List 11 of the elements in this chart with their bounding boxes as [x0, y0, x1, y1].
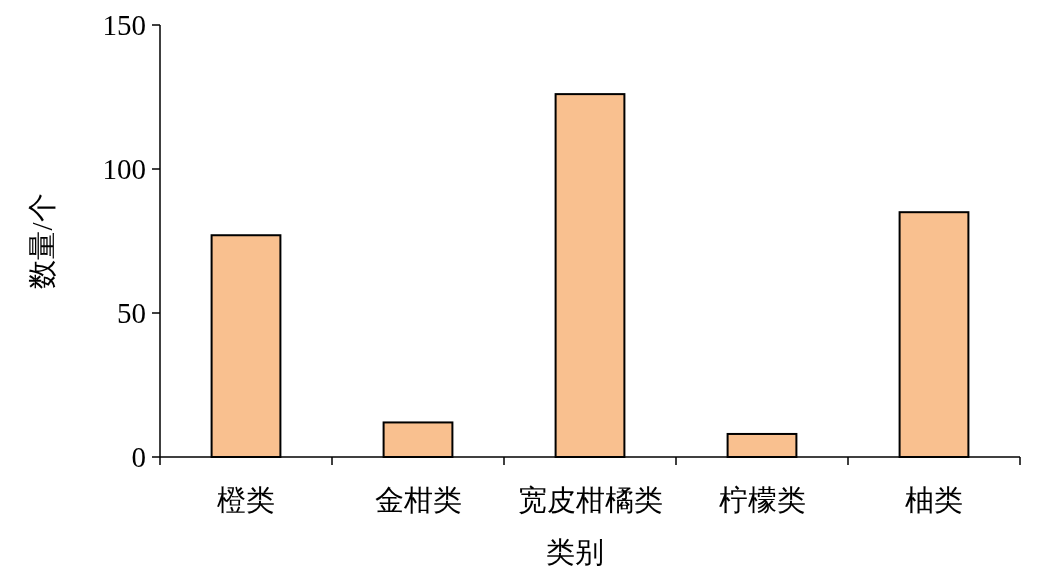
y-tick-label: 50 — [117, 297, 146, 329]
y-tick-label: 100 — [102, 153, 146, 185]
x-axis-title: 类别 — [546, 536, 604, 568]
x-tick-label: 橙类 — [217, 484, 275, 516]
x-tick-label: 金柑类 — [374, 484, 462, 516]
x-tick-label: 柚类 — [905, 484, 963, 516]
y-tick-label: 150 — [102, 9, 146, 41]
x-tick-label: 柠檬类 — [718, 484, 806, 516]
x-tick-label: 宽皮柑橘类 — [517, 484, 663, 516]
y-tick-label: 0 — [131, 441, 146, 473]
y-axis-title: 数量/个 — [26, 193, 58, 289]
